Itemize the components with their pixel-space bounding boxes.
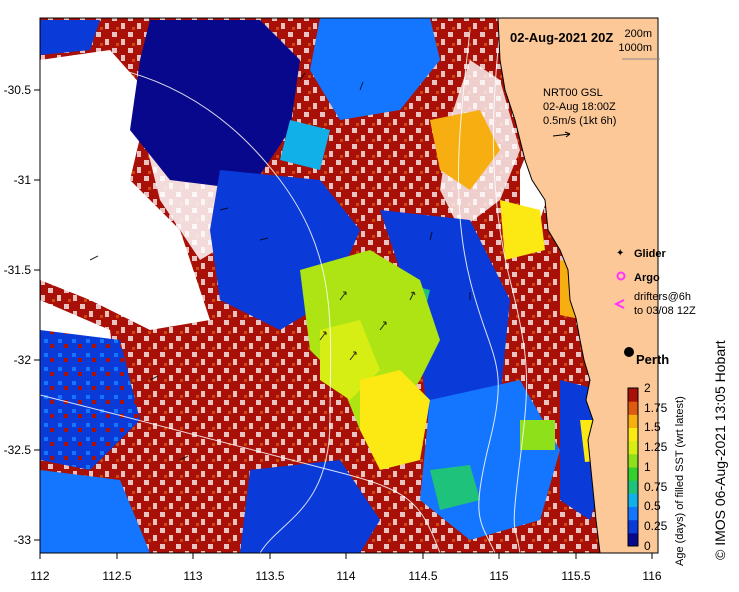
lat-tick-label: -32.5 xyxy=(4,443,32,457)
lat-tick-label: -33 xyxy=(14,533,32,547)
colorbar-segment xyxy=(628,427,638,442)
colorbar-tick-label: 1.75 xyxy=(644,401,668,415)
colorbar-segment xyxy=(628,453,638,468)
glider-label: Glider xyxy=(634,248,667,260)
lat-tick-label: -31 xyxy=(14,173,32,187)
lon-tick-label: 112.5 xyxy=(102,569,131,583)
drifters-label: drifters@6h xyxy=(634,291,691,303)
perth-marker xyxy=(624,347,634,357)
colorbar-segment xyxy=(628,519,638,534)
colorbar-segment xyxy=(628,414,638,428)
colorbar-title: Age (days) of filled SST (wrt latest) xyxy=(674,396,686,566)
colorbar-tick-label: 1 xyxy=(644,460,651,474)
current-scale-arrow xyxy=(552,131,571,138)
colorbar-tick-label: 1.25 xyxy=(644,440,668,454)
colorbar-tick-label: 0.5 xyxy=(644,499,661,513)
argo-symbol xyxy=(616,271,626,281)
credit-text: © IMOS 06-Aug-2021 13:05 Hobart xyxy=(712,340,728,560)
colorbar-tick-label: 2 xyxy=(644,381,651,395)
lon-tick-label: 116 xyxy=(642,569,661,583)
colorbar-segment xyxy=(628,532,638,547)
colorbar-tick-label: 0.75 xyxy=(644,480,668,494)
colorbar-tick-label: 1.5 xyxy=(644,420,661,434)
colorbar-frame xyxy=(627,387,639,547)
lon-tick-label: 113.5 xyxy=(255,569,284,583)
map-frame xyxy=(39,17,659,554)
colorbar-tick-label: 0 xyxy=(644,539,651,553)
lon-tick-label: 114.5 xyxy=(408,569,437,583)
lon-tick-label: 113 xyxy=(183,569,202,583)
lat-tick-label: -31.5 xyxy=(4,263,32,277)
current-source-label: NRT00 GSL xyxy=(543,87,603,99)
colorbar-segment xyxy=(628,440,638,455)
drifter-symbol xyxy=(613,299,625,309)
age-colorbar xyxy=(628,388,638,547)
lon-tick-label: 115.5 xyxy=(561,569,590,583)
lon-tick-label: 114 xyxy=(336,569,355,583)
colorbar-segment xyxy=(628,493,638,507)
perth-label: Perth xyxy=(636,352,669,367)
current-time-label: 02-Aug 18:00Z xyxy=(543,101,616,113)
argo-label: Argo xyxy=(634,272,660,284)
map-title: 02-Aug-2021 20Z xyxy=(510,30,613,45)
lat-tick-label: -30.5 xyxy=(4,83,32,97)
lon-tick-label: 112 xyxy=(30,569,49,583)
land-mass xyxy=(497,17,659,554)
current-scale-label: 0.5m/s (1kt 6h) xyxy=(543,115,616,127)
colorbar-segment xyxy=(628,506,638,521)
lat-tick-label: -32 xyxy=(14,353,32,367)
colorbar-segment xyxy=(628,401,638,415)
lon-tick-label: 115 xyxy=(489,569,508,583)
colorbar-segment xyxy=(628,388,638,402)
colorbar-tick-label: 0.25 xyxy=(644,519,668,533)
depth-legend-200m: 200m xyxy=(624,28,652,40)
glider-symbol: ✦ xyxy=(616,248,624,259)
colorbar-segment xyxy=(628,467,638,481)
colorbar-segment xyxy=(628,480,638,494)
drifters-time-label: to 03/08 12Z xyxy=(634,305,696,317)
depth-legend-1000m: 1000m xyxy=(618,42,652,54)
